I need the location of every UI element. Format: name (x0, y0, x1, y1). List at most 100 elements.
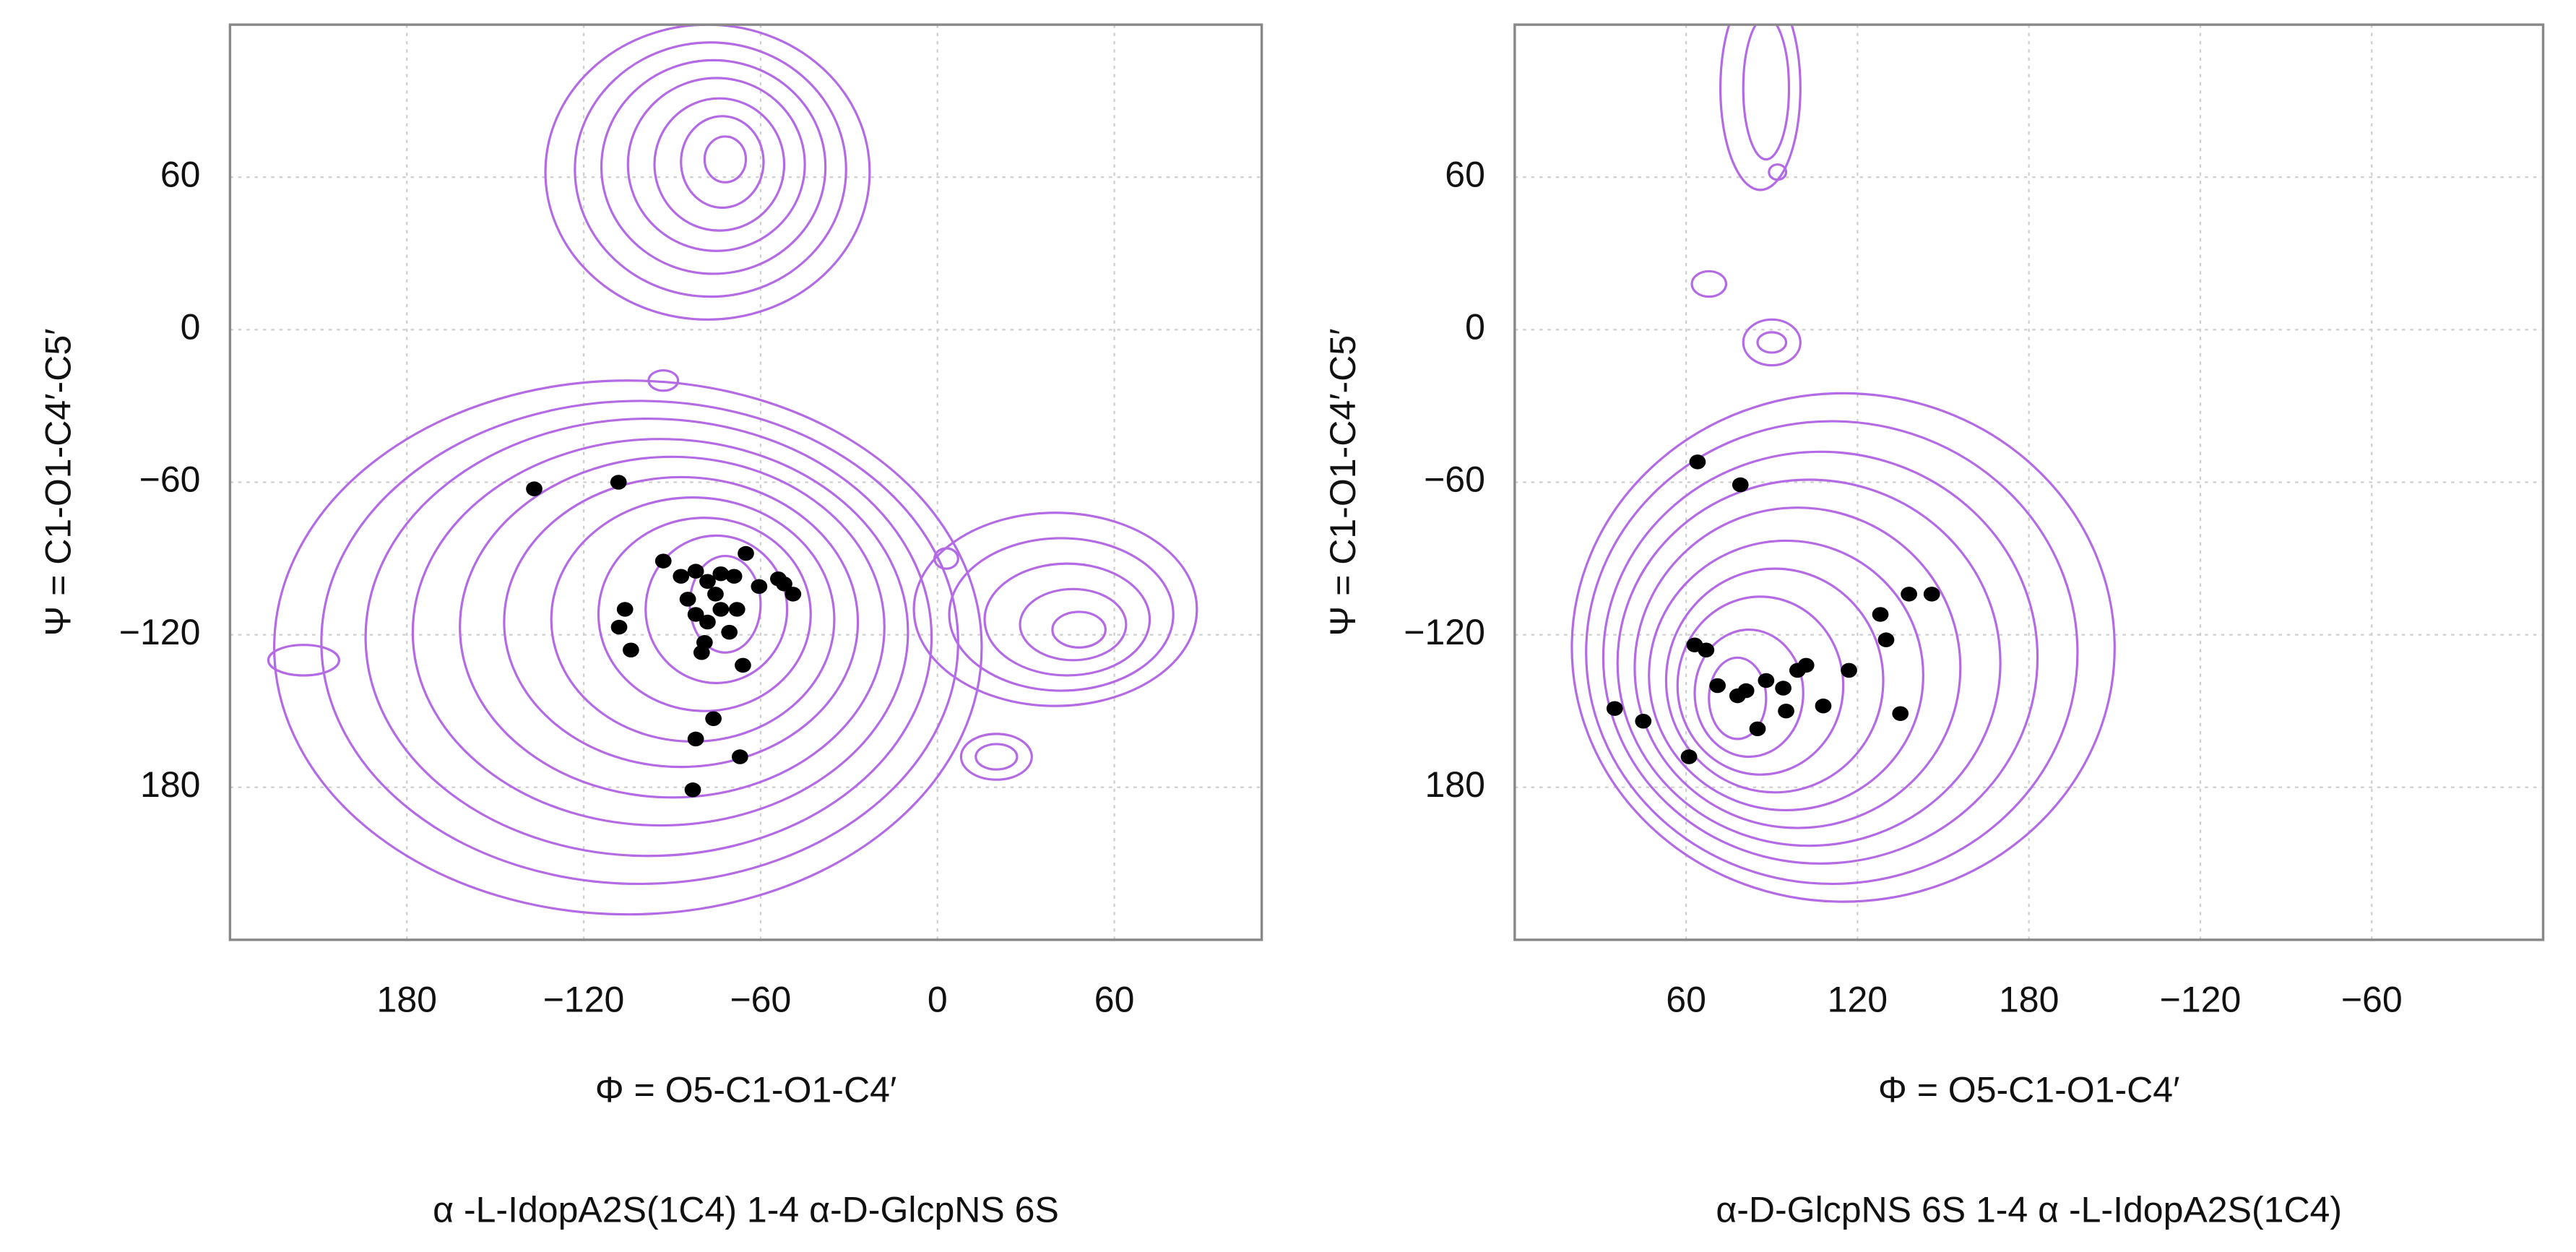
point (679, 592, 696, 607)
x-tick-label: 0 (928, 980, 948, 1020)
contour (597, 517, 812, 712)
point (654, 553, 672, 569)
contour (1648, 539, 1924, 812)
x-tick-label: 180 (1999, 980, 2059, 1020)
contour (933, 547, 959, 570)
y-axis-label: Ψ = C1-O1-C4′-C5′ (1323, 328, 1363, 636)
x-tick-label: 120 (1828, 980, 1888, 1020)
contour (1664, 567, 1885, 794)
contour (647, 369, 680, 392)
point (751, 579, 768, 595)
point (699, 614, 716, 630)
contour (1602, 450, 2039, 865)
contour (364, 417, 933, 858)
contour (1616, 478, 2002, 847)
point (610, 475, 627, 490)
contour (644, 534, 789, 685)
contour (1570, 392, 2116, 903)
y-tick-label: 180 (1425, 764, 1484, 805)
x-tick-label: 60 (1094, 980, 1135, 1020)
point (1872, 607, 1889, 622)
contour (1690, 269, 1728, 298)
contour (267, 644, 340, 677)
x-tick-label: −120 (2160, 980, 2242, 1020)
point (1778, 703, 1794, 719)
contour (1676, 595, 1845, 776)
point (693, 645, 710, 660)
point (1680, 749, 1698, 764)
y-tick-label: −60 (139, 459, 201, 500)
contour (983, 562, 1151, 677)
y-axis-label: Ψ = C1-O1-C4′-C5′ (38, 328, 78, 636)
point (705, 711, 722, 726)
contour (1708, 656, 1768, 741)
point (1749, 721, 1766, 737)
contour (459, 455, 886, 799)
contour (1742, 25, 1791, 161)
point (622, 642, 639, 657)
point (1775, 681, 1791, 696)
y-tick-label: 180 (140, 764, 200, 805)
contour (600, 59, 827, 275)
x-tick-label: 60 (1666, 980, 1706, 1020)
point (1815, 698, 1832, 714)
contour (959, 733, 1033, 781)
contour (1051, 610, 1107, 649)
point (731, 749, 748, 764)
point (707, 587, 724, 602)
point (738, 545, 754, 561)
y-tick-label: 0 (181, 307, 201, 347)
x-tick-label: −120 (543, 980, 625, 1020)
contour (948, 537, 1175, 692)
point (1901, 587, 1917, 602)
contour (544, 25, 871, 321)
contour (1019, 587, 1128, 662)
contour (1742, 318, 1802, 367)
point (684, 782, 701, 798)
y-tick-label: −120 (1404, 612, 1485, 652)
point (1797, 657, 1815, 673)
plot-area (1514, 25, 2543, 940)
contour (503, 475, 860, 769)
y-tick-label: 60 (1445, 154, 1485, 194)
contour (974, 743, 1019, 771)
point (1732, 477, 1749, 493)
point (616, 602, 634, 617)
point (687, 607, 704, 622)
point (1758, 673, 1775, 688)
contour (912, 511, 1198, 707)
x-axis-label: Φ = O5-C1-O1-C4′ (1878, 1070, 2180, 1110)
y-tick-label: −120 (119, 612, 201, 652)
x-tick-label: −60 (730, 980, 791, 1020)
plot-frame (1513, 23, 2545, 941)
point (699, 574, 716, 589)
point (1877, 632, 1895, 647)
point (526, 481, 543, 496)
contour (1768, 163, 1788, 181)
point (776, 577, 792, 592)
point (1606, 701, 1623, 716)
contour (1719, 25, 1802, 191)
point (728, 602, 745, 617)
contour (703, 135, 748, 184)
point (1698, 642, 1715, 657)
contour (1693, 628, 1805, 759)
point (1689, 454, 1706, 470)
point (721, 624, 738, 640)
contour (411, 438, 909, 827)
plot-area (230, 25, 1262, 940)
contour (273, 379, 983, 916)
caption: α-D-GlcpNS 6S 1-4 α -L-IdopA2S(1C4) (1716, 1190, 2342, 1230)
point (785, 587, 802, 602)
y-tick-label: 0 (1465, 307, 1485, 347)
point (687, 564, 704, 579)
point (1709, 678, 1726, 694)
point (1635, 714, 1652, 729)
point (1923, 587, 1940, 602)
x-axis-label: Φ = O5-C1-O1-C4′ (595, 1070, 897, 1110)
y-tick-label: −60 (1424, 459, 1485, 500)
point (725, 569, 743, 584)
x-tick-label: 180 (377, 980, 437, 1020)
point (673, 569, 690, 584)
